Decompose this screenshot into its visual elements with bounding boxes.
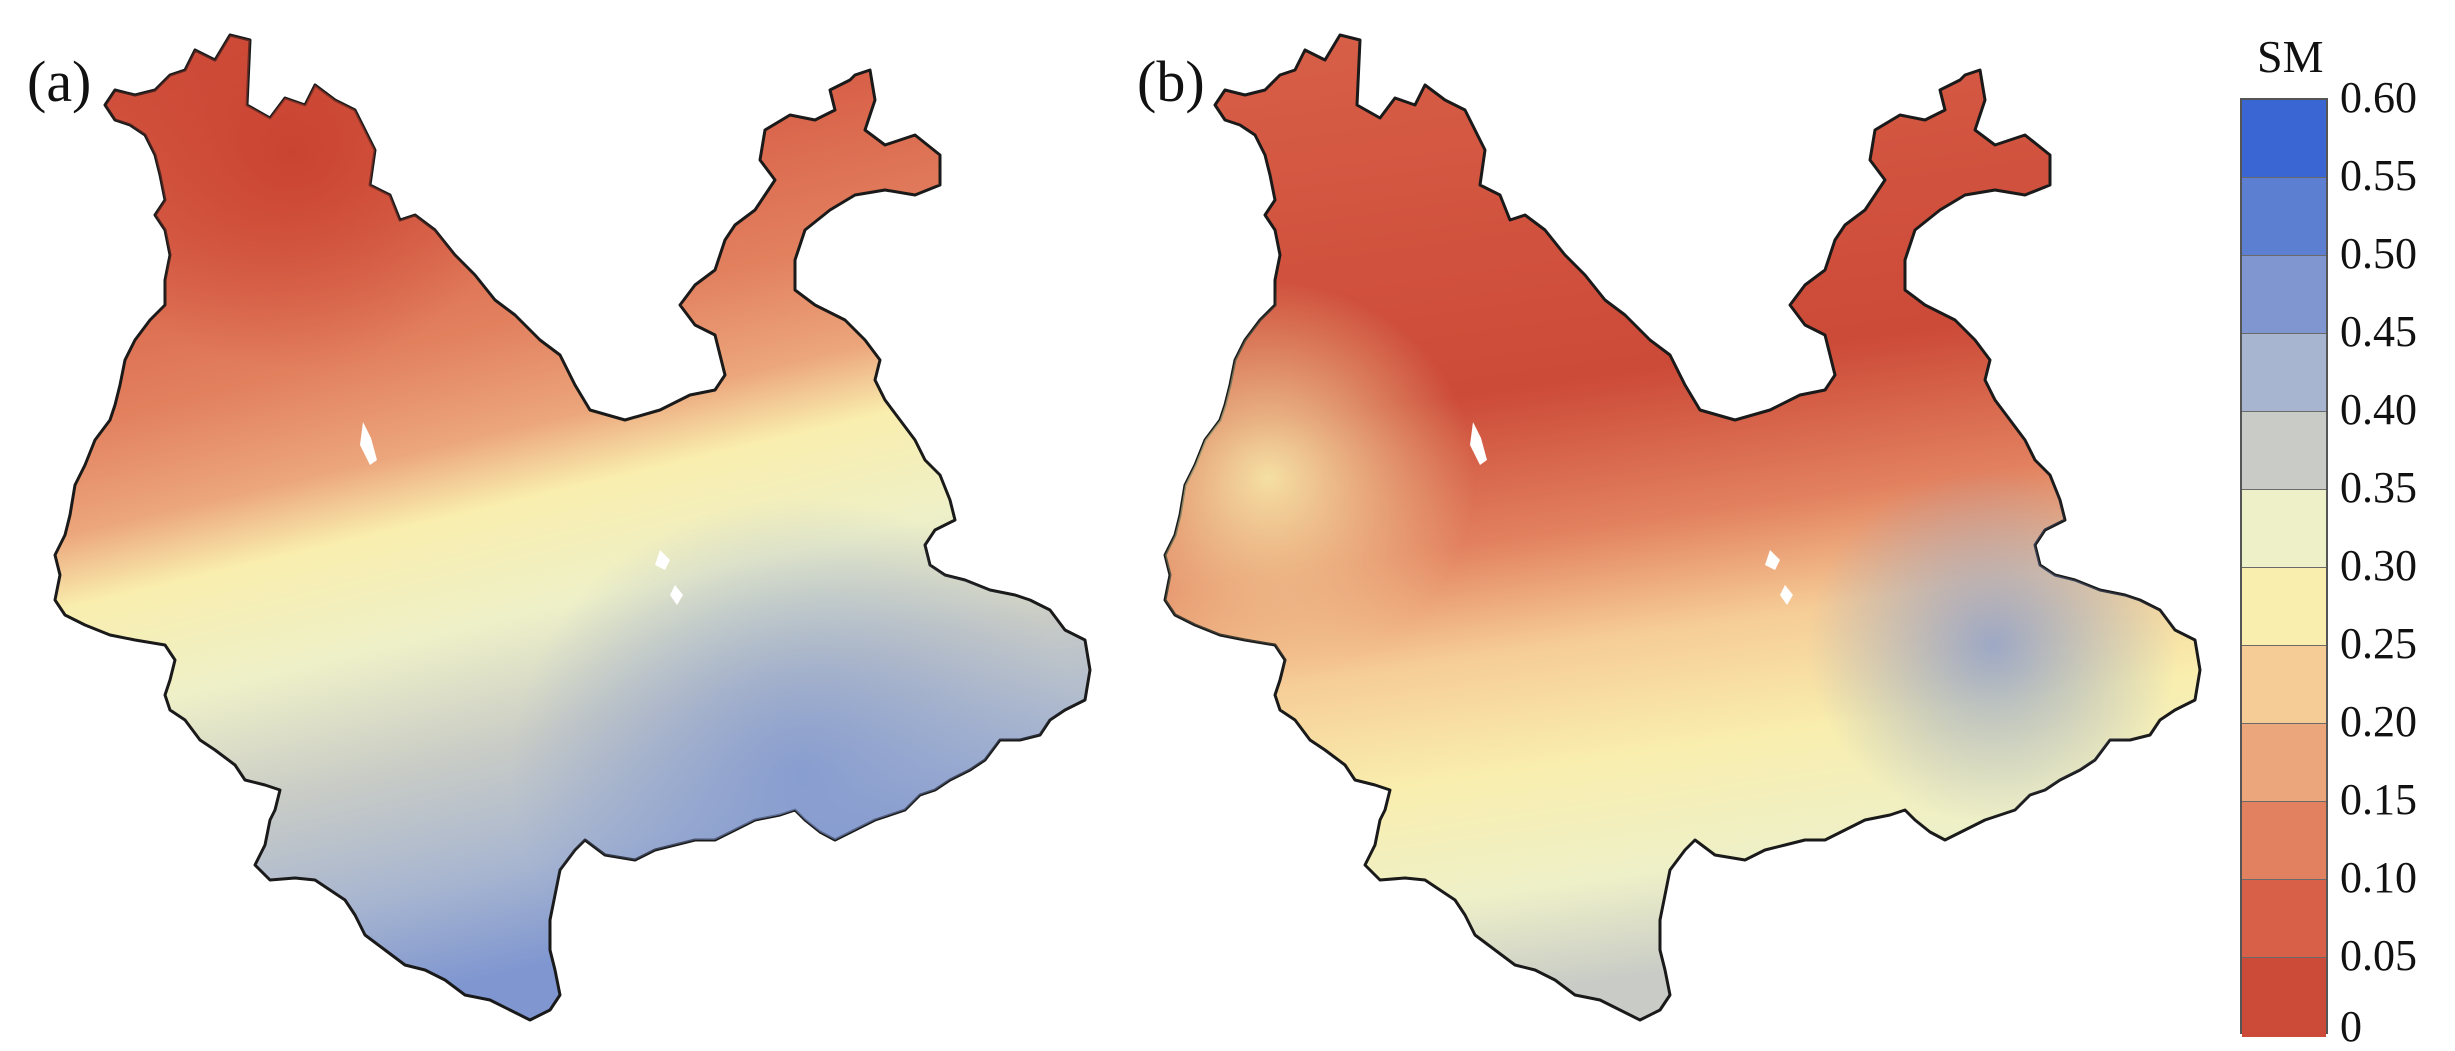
panel-label-b: (b) [1137, 49, 1205, 114]
colorbar-tick-label: 0.20 [2340, 697, 2417, 746]
colorbar-tick-label: 0.60 [2340, 73, 2417, 122]
colorbar-swatch [2242, 724, 2326, 803]
colorbar-tick-label: 0.10 [2340, 853, 2417, 902]
colorbar-tick-label: 0.50 [2340, 229, 2417, 278]
colorbar-swatch [2242, 646, 2326, 725]
colorbar-swatch [2242, 412, 2326, 491]
lake-a-2 [655, 550, 670, 570]
colorbar-swatch [2242, 100, 2326, 179]
lake-b-1 [1470, 422, 1487, 465]
colorbar-tick-label: 0 [2340, 1002, 2362, 1051]
colorbar-tick-label: 0.25 [2340, 619, 2417, 668]
legend-title: SM [2257, 31, 2324, 82]
colorbar-swatch [2242, 334, 2326, 413]
colorbar-swatch [2242, 490, 2326, 569]
lake-a-3 [670, 585, 683, 605]
soil-moisture-map-a [53, 33, 1092, 1022]
colorbar-swatch [2242, 958, 2326, 1037]
lake-a-1 [360, 422, 377, 465]
colorbar-tick-label: 0.35 [2340, 463, 2417, 512]
colorbar-swatch [2242, 568, 2326, 647]
colorbar-tick-label: 0.55 [2340, 151, 2417, 200]
colorbar-tick-label: 0.30 [2340, 541, 2417, 590]
colorbar-swatch [2242, 178, 2326, 257]
colorbar-swatch [2242, 802, 2326, 881]
colorbar-tick-label: 0.45 [2340, 307, 2417, 356]
panel-label-a: (a) [27, 49, 92, 114]
colorbar-swatch [2242, 880, 2326, 959]
map-panel-a: (a) [15, 20, 1095, 1030]
colorbar-tick-label: 0.40 [2340, 385, 2417, 434]
colorbar-tick-label: 0.15 [2340, 775, 2417, 824]
lake-b-3 [1780, 585, 1793, 605]
colorbar-legend: SM 0.60 0.55 0.50 0.45 0.40 0.35 0.30 0.25 0.20 0… [2225, 30, 2455, 1049]
map-panel-b: (b) [1125, 20, 2205, 1030]
colorbar-tick-label: 0.05 [2340, 931, 2417, 980]
lake-b-2 [1765, 550, 1780, 570]
colorbar [2240, 98, 2328, 1037]
soil-moisture-map-b [1163, 33, 2202, 1022]
colorbar-swatch [2242, 256, 2326, 335]
